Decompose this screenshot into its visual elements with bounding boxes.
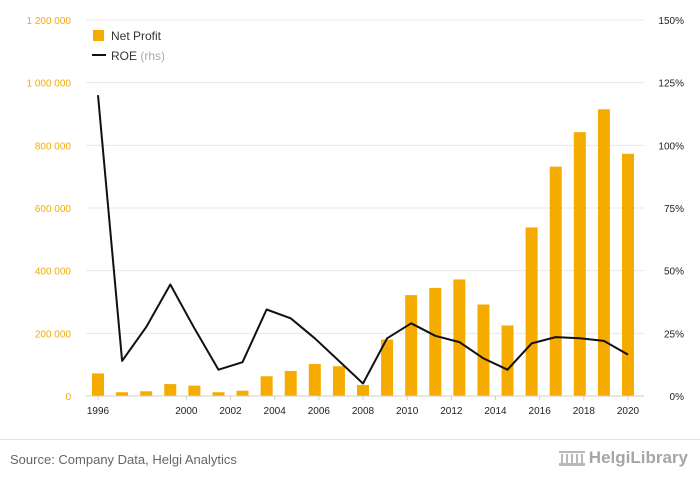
line-series <box>97 95 629 385</box>
x-axis: 1996 2000 2002 2004 2006 2008 2010 2012 2014 2016… <box>86 395 644 417</box>
x-tick-label: 2016 <box>529 406 552 417</box>
bar <box>597 109 610 397</box>
left-tick-label: 600 000 <box>35 204 72 215</box>
helgi-library-logo: HelgiLibrary <box>558 448 688 468</box>
legend-label-roe: ROE (rhs) <box>111 49 165 63</box>
logo-text: HelgiLibrary <box>588 448 688 467</box>
bar <box>477 304 490 396</box>
bar <box>357 385 369 396</box>
x-tick-label: 2018 <box>573 406 596 417</box>
x-tick-label: 2002 <box>219 406 242 417</box>
bar <box>188 385 201 396</box>
bar <box>164 384 177 396</box>
right-tick-label: 75% <box>664 204 684 215</box>
left-tick-label: 1 000 000 <box>27 79 72 90</box>
legend-label-net-profit: Net Profit <box>111 29 162 43</box>
x-tick-label: 2012 <box>440 406 463 417</box>
bar <box>140 391 153 396</box>
bar <box>308 364 321 396</box>
footer: Source: Company Data, Helgi Analytics He… <box>0 439 700 484</box>
left-tick-label: 800 000 <box>35 141 72 152</box>
bar <box>453 279 466 396</box>
right-tick-label: 100% <box>658 141 684 152</box>
bar <box>212 392 225 396</box>
library-building-icon <box>558 451 585 466</box>
x-tick-label: 2010 <box>396 406 419 417</box>
x-tick-label: 1996 <box>87 406 110 417</box>
left-tick-label: 0 <box>65 392 71 403</box>
bar <box>501 325 514 396</box>
bar-series <box>92 109 634 397</box>
legend: Net Profit ROE (rhs) <box>92 29 165 63</box>
x-tick-label: 2000 <box>175 406 198 417</box>
x-tick-label: 2004 <box>264 406 287 417</box>
bar <box>525 227 538 396</box>
bar <box>92 373 104 396</box>
bar <box>429 287 442 396</box>
legend-swatch-net-profit <box>93 30 104 41</box>
bar <box>549 166 562 396</box>
left-tick-label: 400 000 <box>35 267 72 278</box>
bar <box>332 366 345 396</box>
roe-line <box>97 95 629 385</box>
right-tick-label: 125% <box>658 79 684 90</box>
bar <box>284 370 297 396</box>
right-y-axis: 0% 25% 50% 75% 100% 125% 150% <box>658 16 684 403</box>
bar <box>622 153 634 396</box>
right-tick-label: 150% <box>658 16 684 27</box>
x-tick-label: 2014 <box>484 406 507 417</box>
x-tick-label: 2008 <box>352 406 375 417</box>
bar <box>381 339 394 396</box>
source-note: Source: Company Data, Helgi Analytics <box>10 452 237 467</box>
left-y-axis: 0 200 000 400 000 600 000 800 000 1 000 000 1 … <box>27 16 72 403</box>
chart: 0 200 000 400 000 600 000 800 000 1 000 000 1 … <box>27 16 685 417</box>
left-tick-label: 200 000 <box>35 329 72 340</box>
bar <box>405 295 418 396</box>
bar <box>260 376 273 396</box>
x-tick-label: 2006 <box>308 406 331 417</box>
left-tick-label: 1 200 000 <box>27 16 72 27</box>
right-tick-label: 50% <box>664 267 684 278</box>
bar <box>116 392 129 396</box>
bar <box>236 390 249 396</box>
x-tick-label: 2020 <box>617 406 640 417</box>
right-tick-label: 25% <box>664 329 684 340</box>
right-tick-label: 0% <box>670 392 685 403</box>
bar <box>573 132 586 396</box>
